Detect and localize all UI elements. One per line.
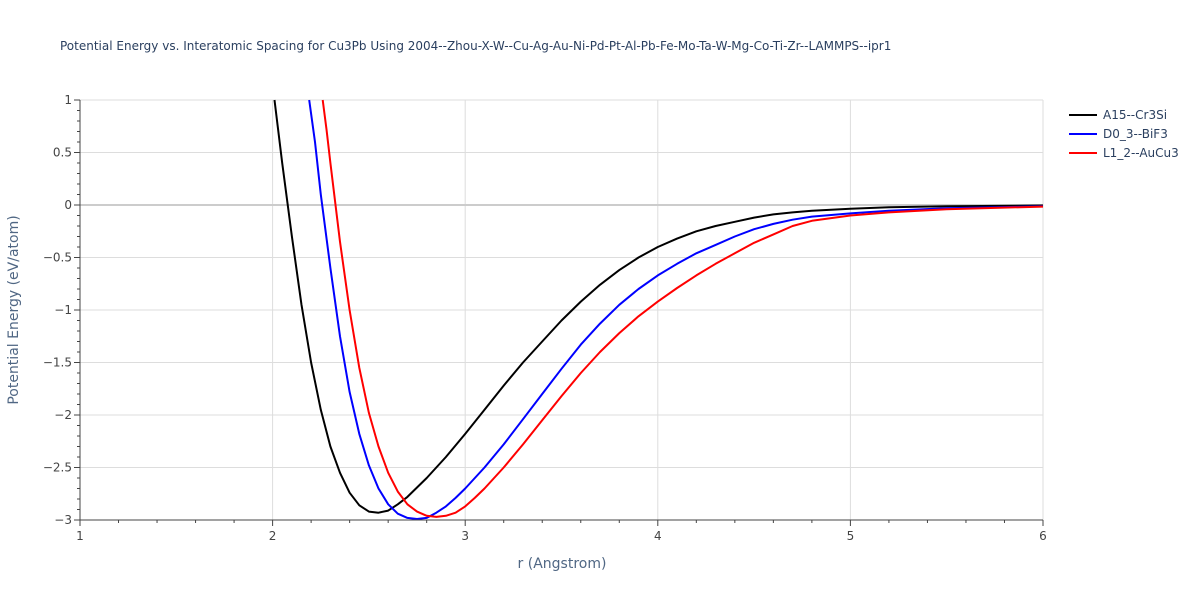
y-tick-label: −2.5	[43, 461, 72, 475]
legend-label: A15--Cr3Si	[1103, 108, 1167, 122]
series-line-0	[273, 99, 1043, 514]
series-line-2	[321, 99, 1043, 518]
x-tick-label: 4	[654, 529, 662, 543]
x-tick-label: 6	[1039, 529, 1047, 543]
y-tick-label: 0.5	[53, 146, 72, 160]
y-tick-label: −1	[54, 303, 72, 317]
x-tick-label: 3	[461, 529, 469, 543]
x-tick-labels: 1 2 3 4 5 6	[76, 529, 1047, 543]
y-tick-label: −3	[54, 513, 72, 527]
x-tick-label: 1	[76, 529, 84, 543]
y-tick-label: −0.5	[43, 251, 72, 265]
axes	[79, 100, 1043, 521]
y-tick-label: 0	[64, 198, 72, 212]
y-tick-labels: 1 0.5 0 −0.5 −1 −1.5 −2 −2.5 −3	[43, 93, 72, 527]
x-tick-label: 5	[847, 529, 855, 543]
y-tick-label: −2	[54, 408, 72, 422]
grid	[79, 99, 1044, 521]
legend-label: D0_3--BiF3	[1103, 127, 1168, 141]
minor-ticks	[74, 99, 1044, 526]
series-line-1	[308, 99, 1043, 520]
legend-label: L1_2--AuCu3	[1103, 146, 1179, 160]
x-axis-title: r (Angstrom)	[518, 556, 607, 572]
y-tick-label: 1	[64, 93, 72, 107]
y-tick-label: −1.5	[43, 356, 72, 370]
x-tick-label: 2	[269, 529, 277, 543]
chart-title: Potential Energy vs. Interatomic Spacing…	[60, 39, 891, 53]
legend: A15--Cr3Si D0_3--BiF3 L1_2--AuCu3	[1069, 108, 1179, 160]
y-axis-title: Potential Energy (eV/atom)	[6, 215, 22, 404]
series-lines	[273, 99, 1043, 520]
